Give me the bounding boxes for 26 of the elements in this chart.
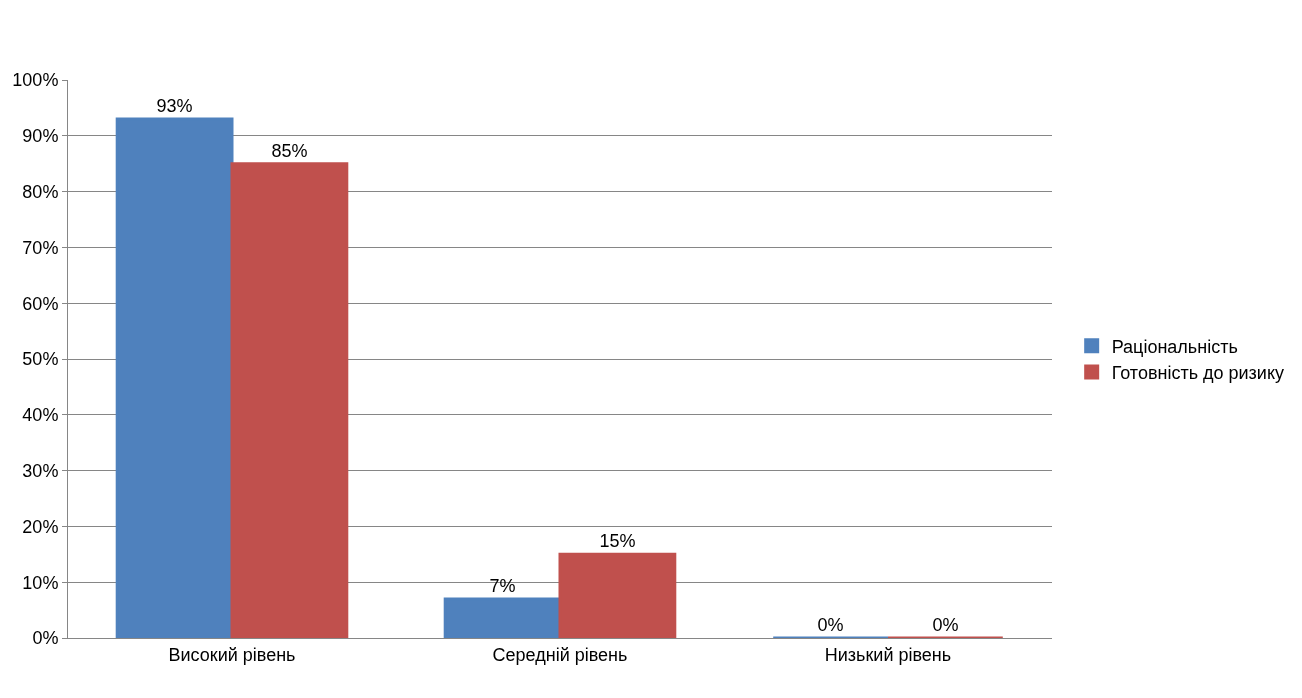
data-label: 85% <box>271 140 308 161</box>
y-tick-label: 60% <box>22 293 59 314</box>
data-label: 15% <box>599 531 636 552</box>
y-tick-label: 40% <box>22 405 59 426</box>
bar <box>230 162 349 638</box>
data-label: 93% <box>156 96 193 117</box>
data-label: 0% <box>817 615 844 635</box>
y-tick-label: 70% <box>22 237 59 258</box>
bar <box>115 117 234 638</box>
bar <box>558 552 677 638</box>
y-tick-label: 0% <box>32 628 59 649</box>
y-tick-label: 30% <box>22 460 59 481</box>
y-tick-label: 100% <box>12 70 59 91</box>
data-label: 0% <box>932 615 959 635</box>
bar <box>443 597 562 638</box>
y-tick-label: 10% <box>22 572 59 593</box>
y-tick-label: 90% <box>22 126 59 147</box>
x-tick-label: Середній рівень <box>492 644 628 665</box>
x-tick-label: Низький рівень <box>824 644 952 665</box>
y-tick-label: 50% <box>22 349 59 370</box>
data-label: 7% <box>489 575 516 596</box>
legend-label: Раціональність <box>1111 336 1238 357</box>
legend-label: Готовність до ризику <box>1111 363 1284 384</box>
y-tick-label: 20% <box>22 516 59 537</box>
y-tick-label: 80% <box>22 181 59 202</box>
x-tick-label: Високий рівень <box>168 644 296 665</box>
